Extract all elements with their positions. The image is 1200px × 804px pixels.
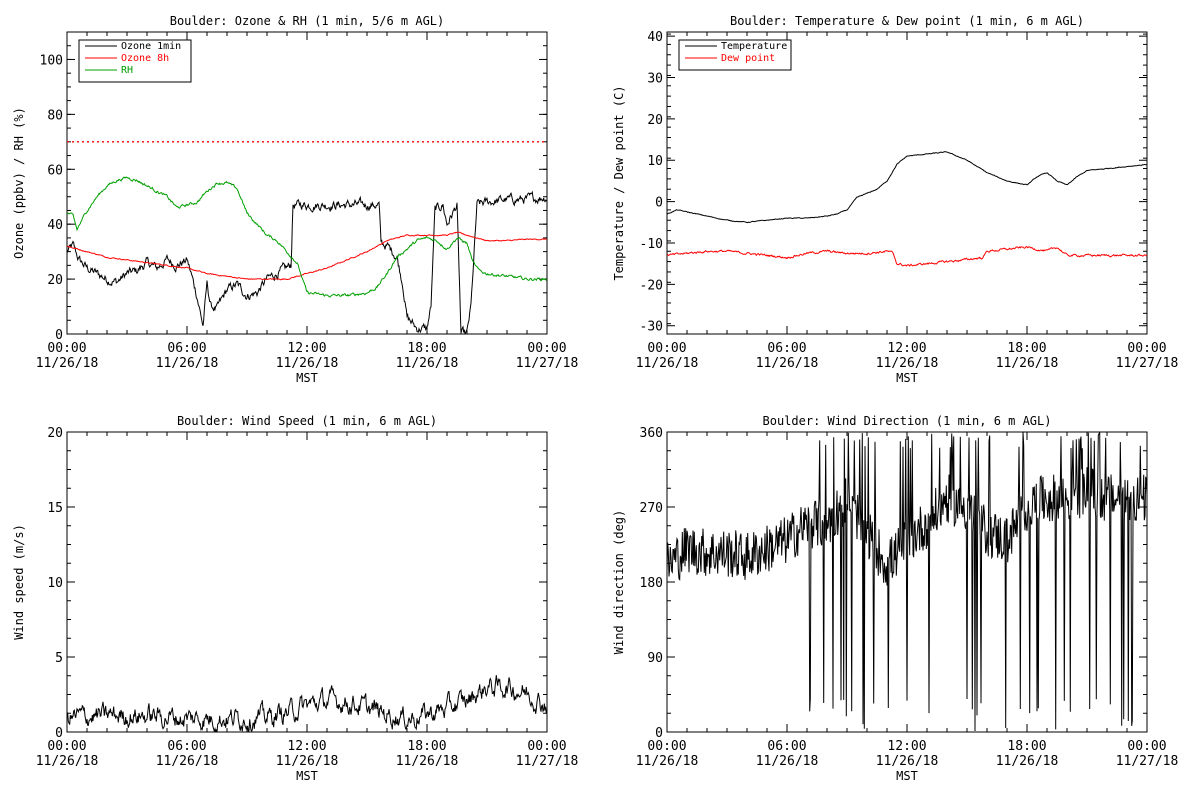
y-axis-label: Ozone (ppbv) / RH (%) [12,107,26,259]
y-tick-label: 0 [655,196,663,211]
x-tick-label-date: 11/27/18 [1116,754,1179,769]
x-tick-label-date: 11/27/18 [516,754,579,769]
x-tick-label-time: 00:00 [647,739,686,754]
x-axis-label: MST [896,371,918,385]
x-tick-label-time: 00:00 [527,341,566,356]
x-axis-label: MST [296,371,318,385]
y-tick-label: 270 [640,501,663,516]
y-tick-label: 100 [40,53,63,68]
series-line-1 [667,432,1147,732]
y-tick-label: 0 [655,726,663,741]
series-line-1 [67,190,547,334]
x-tick-label-time: 06:00 [167,341,206,356]
x-tick-label-time: 18:00 [407,341,446,356]
series-line-2 [67,231,547,281]
x-tick-label-time: 00:00 [47,739,86,754]
x-tick-label-date: 11/26/18 [276,356,339,371]
y-tick-label: 10 [47,576,63,591]
y-axis-label: Wind speed (m/s) [12,524,26,640]
x-axis-label: MST [296,769,318,783]
y-tick-label: 80 [47,108,63,123]
y-tick-label: 20 [47,426,63,441]
chart-panel-2: Boulder: Temperature & Dew point (1 min,… [612,14,1178,385]
y-tick-label: 180 [640,576,663,591]
x-tick-label-date: 11/26/18 [396,754,459,769]
legend-label: RH [121,65,133,76]
y-tick-label: 20 [47,273,63,288]
series-line-3 [67,176,547,298]
x-tick-label-time: 12:00 [287,739,326,754]
x-tick-label-time: 06:00 [767,739,806,754]
x-tick-label-date: 11/26/18 [996,356,1059,371]
y-tick-label: 10 [647,154,663,169]
y-tick-label: 30 [647,72,663,87]
y-tick-label: 90 [647,651,663,666]
chart-panel-4: Boulder: Wind Direction (1 min, 6 m AGL)… [612,414,1178,783]
x-tick-label-date: 11/26/18 [876,754,939,769]
y-tick-label: 5 [55,651,63,666]
x-tick-label-time: 12:00 [887,739,926,754]
x-tick-label-date: 11/27/18 [516,356,579,371]
series-line-1 [67,675,547,732]
y-tick-label: 15 [47,501,63,516]
y-tick-label: -10 [640,237,663,252]
chart-panel-1: Boulder: Ozone & RH (1 min, 5/6 m AGL) 0 2… [12,14,578,385]
legend-label: Ozone 8h [121,53,169,64]
x-tick-label-date: 11/26/18 [756,754,819,769]
chart-title: Boulder: Wind Speed (1 min, 6 m AGL) [177,414,437,428]
chart-panel-3: Boulder: Wind Speed (1 min, 6 m AGL) 0 5 10… [12,414,578,783]
x-tick-label-time: 00:00 [47,341,86,356]
x-tick-label-date: 11/26/18 [156,754,219,769]
x-tick-label-time: 12:00 [887,341,926,356]
y-tick-label: 360 [640,426,663,441]
series-line-2 [667,245,1147,267]
x-tick-label-date: 11/26/18 [36,754,99,769]
y-tick-label: -30 [640,320,663,335]
x-tick-label-time: 06:00 [167,739,206,754]
legend-box [678,39,792,71]
x-tick-label-time: 06:00 [767,341,806,356]
y-axis-label: Temperature / Dew point (C) [612,85,626,280]
x-tick-label-time: 18:00 [407,739,446,754]
x-tick-label-date: 11/26/18 [876,356,939,371]
chart-title: Boulder: Wind Direction (1 min, 6 m AGL) [763,414,1052,428]
x-tick-label-time: 00:00 [647,341,686,356]
y-tick-label: 20 [647,113,663,128]
y-axis-label: Wind direction (deg) [612,510,626,655]
chart-title: Boulder: Ozone & RH (1 min, 5/6 m AGL) [170,14,445,28]
x-tick-label-date: 11/26/18 [996,754,1059,769]
y-tick-label: -20 [640,278,663,293]
x-tick-label-time: 00:00 [1127,341,1166,356]
y-tick-label: 0 [55,328,63,343]
legend-label: Ozone 1min [121,41,181,52]
x-tick-label-date: 11/27/18 [1116,356,1179,371]
y-tick-label: 60 [47,163,63,178]
legend-label: Temperature [721,41,787,52]
x-tick-label-time: 18:00 [1007,739,1046,754]
x-tick-label-date: 11/26/18 [756,356,819,371]
y-tick-label: 0 [55,726,63,741]
x-tick-label-time: 12:00 [287,341,326,356]
x-tick-label-date: 11/26/18 [396,356,459,371]
x-axis-label: MST [896,769,918,783]
x-tick-label-date: 11/26/18 [636,356,699,371]
y-tick-label: 40 [47,218,63,233]
series-line-1 [667,151,1147,224]
x-tick-label-date: 11/26/18 [276,754,339,769]
x-tick-label-time: 00:00 [1127,739,1166,754]
plot-frame [666,31,1148,335]
chart-title: Boulder: Temperature & Dew point (1 min,… [730,14,1084,28]
y-tick-label: 40 [647,30,663,45]
x-tick-label-date: 11/26/18 [36,356,99,371]
legend-box [78,39,192,83]
x-tick-label-date: 11/26/18 [156,356,219,371]
x-tick-label-time: 18:00 [1007,341,1046,356]
x-tick-label-time: 00:00 [527,739,566,754]
legend-label: Dew point [721,53,775,64]
x-tick-label-date: 11/26/18 [636,754,699,769]
plot-frame [66,431,548,733]
